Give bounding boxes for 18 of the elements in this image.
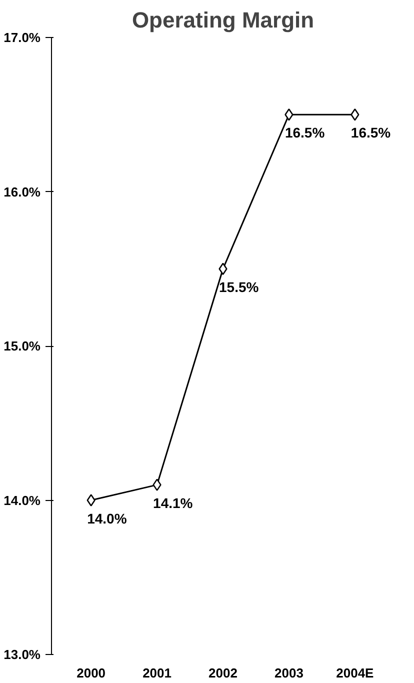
text: 14.0% xyxy=(87,510,127,526)
y-tick-label: 15.0% xyxy=(4,338,41,354)
x-tick-label: 2004E xyxy=(336,666,374,680)
point xyxy=(152,478,162,491)
chart-title: Operating Margin xyxy=(132,8,314,32)
text: 16.5% xyxy=(350,124,391,141)
x-tick-label: 2000 xyxy=(76,666,106,680)
x-tick-label: 2003 xyxy=(274,666,304,680)
y-tick-label: 14.0% xyxy=(4,492,41,508)
text: 14.1% xyxy=(153,494,193,511)
text: 15.5% xyxy=(219,278,259,295)
y-tick-label: 16.0% xyxy=(4,184,41,200)
y-tick-label: 13.0% xyxy=(4,647,41,662)
y-tick-label: 17.0% xyxy=(4,30,41,45)
point xyxy=(86,494,96,506)
x-tick-label: 2001 xyxy=(142,666,172,680)
x-tick-label: 2002 xyxy=(208,666,238,680)
text: 16.5% xyxy=(284,124,325,141)
